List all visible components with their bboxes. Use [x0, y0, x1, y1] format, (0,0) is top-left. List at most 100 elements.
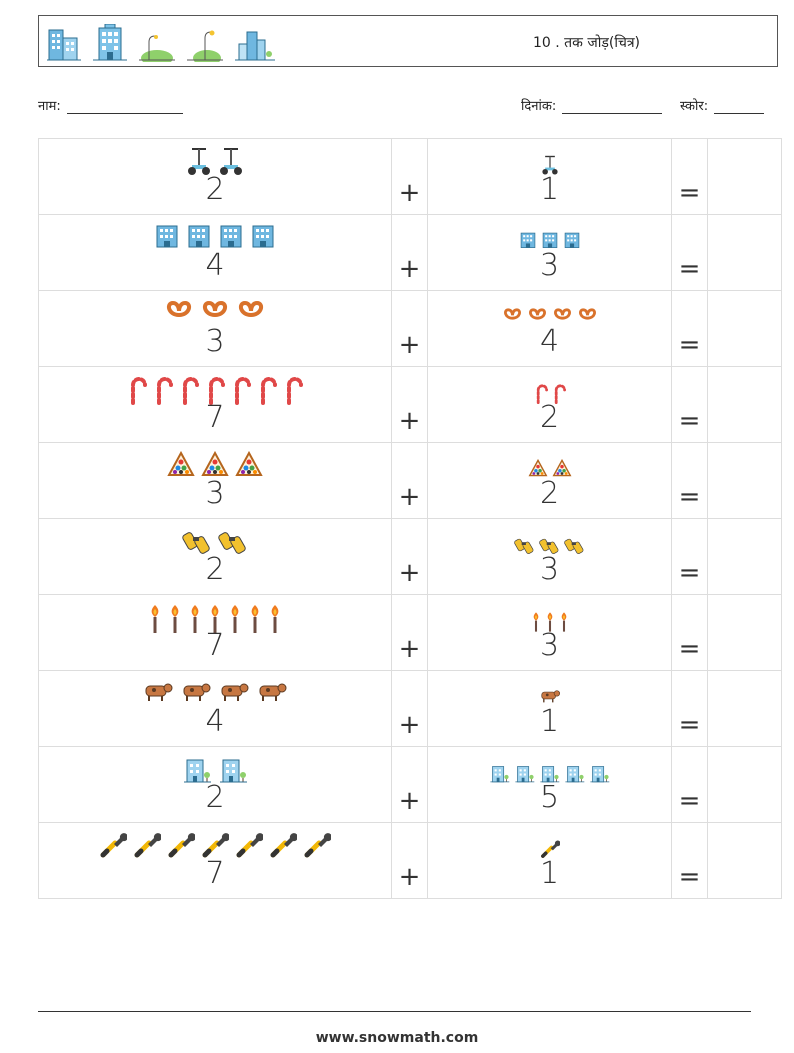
icon-group	[39, 755, 391, 785]
candy-cane-icon	[179, 375, 199, 405]
torch-icon	[188, 603, 202, 635]
answer-cell[interactable]	[707, 594, 782, 671]
equals-cell: =	[671, 746, 708, 823]
plus-cell: +	[391, 518, 428, 595]
answer-cell[interactable]	[707, 746, 782, 823]
office-building-icon	[154, 223, 180, 249]
hospital-building-icon	[539, 763, 560, 784]
segway-icon	[541, 155, 559, 176]
office-building-icon	[519, 231, 537, 249]
right-operand-number: 3	[539, 628, 560, 663]
billiard-rack-icon	[235, 451, 263, 477]
torch-icon	[531, 611, 541, 633]
plus-cell: +	[391, 442, 428, 519]
left-operand-number: 2	[205, 172, 225, 207]
answer-cell[interactable]	[707, 214, 782, 291]
score-field: स्कोर:	[680, 96, 765, 114]
billiard-rack-icon	[528, 459, 548, 477]
equals-cell: =	[671, 670, 708, 747]
equals-sign: =	[678, 862, 701, 892]
right-operand-cell: 1	[427, 822, 672, 899]
plus-sign: +	[398, 710, 421, 740]
left-operand-number: 3	[205, 324, 225, 359]
score-blank[interactable]	[714, 113, 765, 114]
equals-sign: =	[678, 254, 701, 284]
problem-row: 7 +1 =	[38, 822, 782, 899]
left-operand-cell: 7	[38, 594, 392, 671]
left-operand-number: 4	[205, 704, 225, 739]
right-operand-cell: 5	[427, 746, 672, 823]
binoculars-icon	[514, 535, 535, 555]
equals-sign: =	[678, 710, 701, 740]
torch-icon	[208, 603, 222, 635]
icon-group	[39, 679, 391, 703]
name-field: नाम:	[38, 96, 183, 114]
segway-icon	[186, 147, 212, 177]
left-operand-number: 2	[205, 780, 225, 815]
problem-row: 2 +5 =	[38, 746, 782, 823]
answer-cell[interactable]	[707, 442, 782, 519]
pretzel-icon	[527, 307, 548, 321]
problem-row: 3 +4 =	[38, 290, 782, 367]
right-operand-cell: 4	[427, 290, 672, 367]
plus-sign: +	[398, 406, 421, 436]
icon-group	[428, 535, 671, 555]
equals-sign: =	[678, 634, 701, 664]
plus-sign: +	[398, 862, 421, 892]
answer-cell[interactable]	[707, 138, 782, 215]
candy-cane-icon	[127, 375, 147, 405]
answer-cell[interactable]	[707, 822, 782, 899]
candy-cane-icon	[153, 375, 173, 405]
office-building-icon	[563, 231, 581, 249]
cow-icon	[256, 679, 288, 703]
right-operand-cell: 2	[427, 442, 672, 519]
plus-cell: +	[391, 290, 428, 367]
icon-group	[39, 375, 391, 405]
answer-cell[interactable]	[707, 670, 782, 747]
header-icons	[47, 24, 275, 62]
wrench-icon	[99, 831, 127, 859]
pretzel-icon	[577, 307, 598, 321]
right-operand-cell: 1	[427, 138, 672, 215]
icon-group	[39, 147, 391, 177]
left-operand-cell: 3	[38, 290, 392, 367]
city-icon	[235, 28, 275, 62]
binoculars-icon	[539, 535, 560, 555]
park-lamp-icon	[187, 28, 223, 62]
right-operand-number: 2	[539, 476, 560, 511]
answer-cell[interactable]	[707, 366, 782, 443]
right-operand-cell: 1	[427, 670, 672, 747]
wrench-icon	[303, 831, 331, 859]
icon-group	[39, 223, 391, 249]
icon-group	[39, 831, 391, 859]
right-operand-number: 3	[539, 248, 560, 283]
hospital-building-icon	[182, 755, 212, 785]
plus-sign: +	[398, 482, 421, 512]
binoculars-icon	[218, 527, 248, 555]
wrench-icon	[540, 839, 560, 859]
right-operand-cell: 2	[427, 366, 672, 443]
plus-cell: +	[391, 138, 428, 215]
wrench-icon	[167, 831, 195, 859]
name-blank[interactable]	[66, 113, 183, 114]
icon-group	[428, 687, 671, 704]
right-operand-number: 3	[539, 552, 560, 587]
left-operand-number: 3	[205, 476, 225, 511]
header-box: 10 . तक जोड़(चित्र)	[38, 15, 778, 67]
park-lamp-icon	[139, 32, 175, 62]
icon-group	[428, 155, 671, 176]
icon-group	[428, 307, 671, 321]
icon-group	[428, 459, 671, 477]
answer-cell[interactable]	[707, 518, 782, 595]
building-icon	[93, 24, 127, 62]
cow-icon	[142, 679, 174, 703]
date-blank[interactable]	[562, 113, 663, 114]
torch-icon	[268, 603, 282, 635]
answer-cell[interactable]	[707, 290, 782, 367]
plus-cell: +	[391, 746, 428, 823]
date-field: दिनांक:	[521, 96, 663, 114]
icon-group	[39, 451, 391, 477]
plus-sign: +	[398, 634, 421, 664]
problem-row: 7 +3 =	[38, 594, 782, 671]
left-operand-number: 7	[205, 856, 225, 891]
